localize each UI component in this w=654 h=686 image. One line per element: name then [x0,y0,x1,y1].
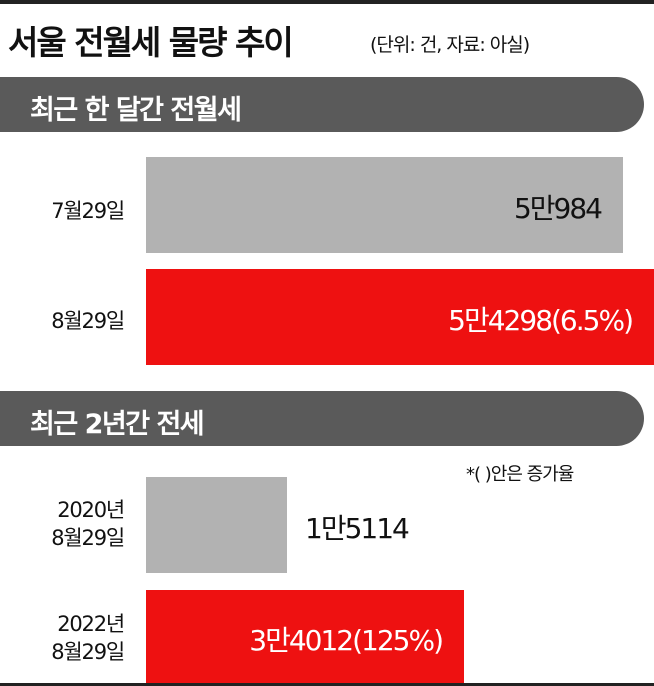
category-label-2022-date: 8월29일 [51,640,125,664]
data-label-2022: 3만4012(125%) [249,623,444,657]
top-rule [0,0,654,4]
bottom-rule [0,683,654,686]
growth-rate-note: *( )안은 증가율 [466,464,574,485]
bar-jul29 [146,157,623,253]
bar-2020 [146,477,287,573]
section-title-two-year: 최근 2년간 전세 [30,409,205,440]
data-label-jul29: 5만984 [513,192,603,225]
category-label-2022-year: 2022년 [57,612,125,636]
category-label-2020-date: 8월29일 [51,526,125,550]
bar-aug29 [146,269,654,365]
category-label-aug29: 8월29일 [51,309,125,333]
data-label-2020: 1만5114 [305,512,410,545]
category-label-2022: 2022년 8월29일 [51,610,125,666]
category-label-2020-year: 2020년 [57,498,125,522]
section-title-monthly: 최근 한 달간 전월세 [30,95,242,126]
chart-title: 서울 전월세 물량 추이 [8,23,294,62]
category-label-2020: 2020년 8월29일 [51,496,125,552]
section-header-two-year: 최근 2년간 전세 [0,391,644,446]
unit-source-note: (단위: 건, 자료: 아실) [370,34,530,56]
data-label-aug29: 5만4298(6.5%) [448,304,634,337]
bar-2022 [146,590,464,683]
category-label-jul29: 7월29일 [51,199,125,223]
section-header-monthly: 최근 한 달간 전월세 [0,77,644,132]
